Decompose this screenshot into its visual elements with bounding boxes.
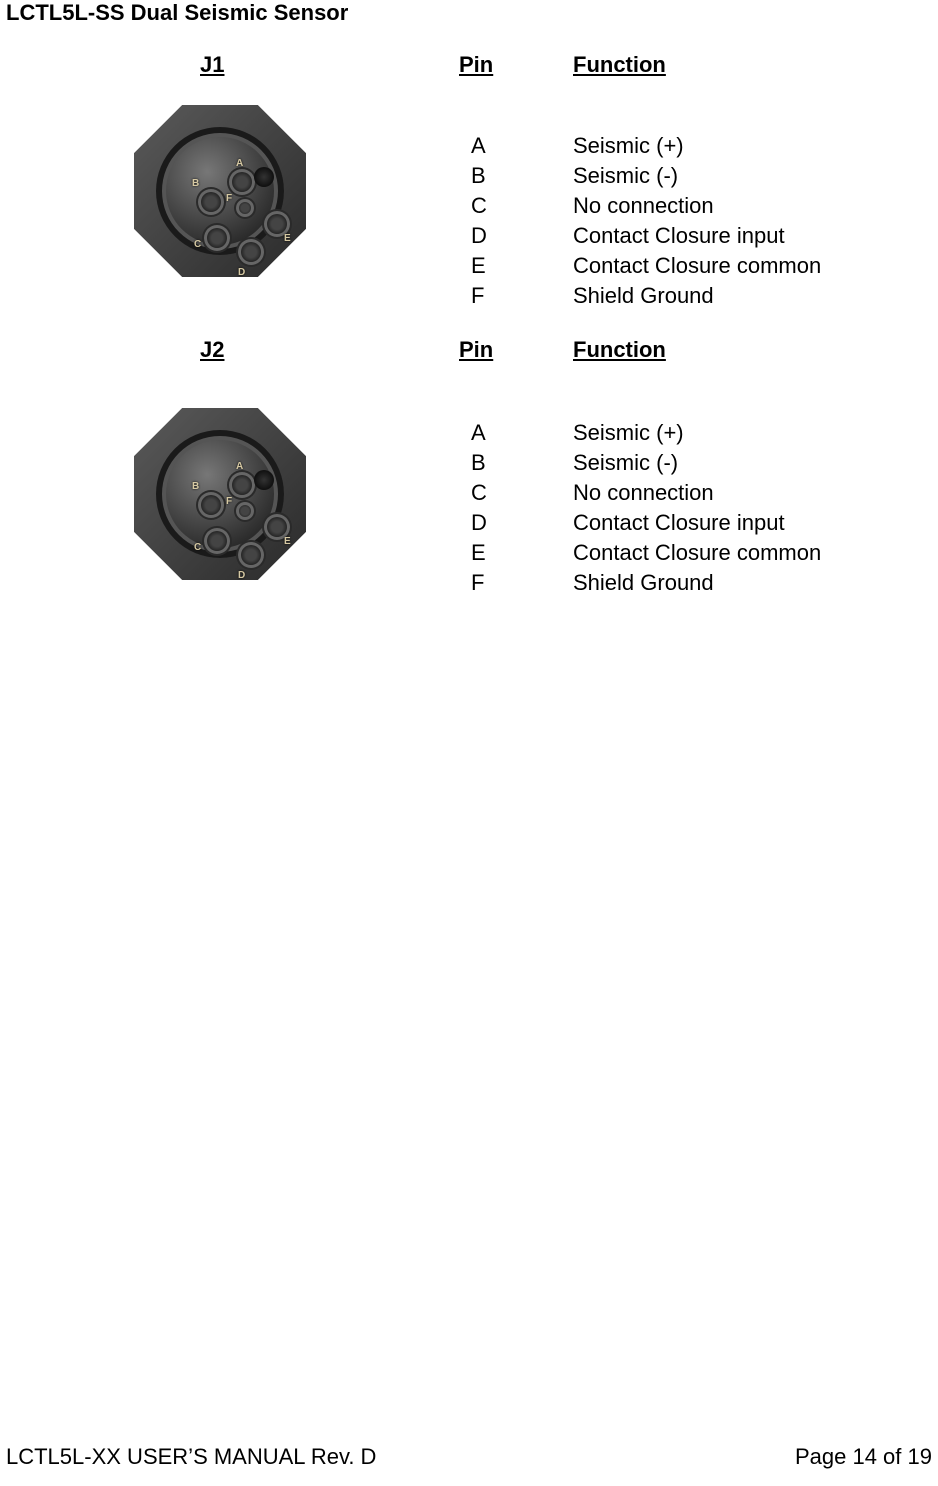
pin-label-c-icon: C [194,542,201,553]
page-title: LCTL5L-SS Dual Seismic Sensor [6,0,348,26]
pin-cell: A [471,418,487,448]
pin-label-d-icon: D [238,570,245,581]
pin-cell: B [471,161,487,191]
function-cell: Shield Ground [573,281,821,311]
function-cell: Seismic (+) [573,131,821,161]
function-cell: Contact Closure input [573,508,821,538]
pin-label-c-icon: C [194,239,201,250]
connector-octagon-icon: A B C D E F [134,408,306,580]
pin-cell: B [471,448,487,478]
socket-d-icon [238,239,264,265]
socket-f-icon [236,199,254,217]
function-cell: Contact Closure common [573,251,821,281]
column-header-function-j1: Function [573,52,666,78]
pin-label-f-icon: F [226,496,232,507]
socket-f-icon [236,502,254,520]
pin-column-j1: A B C D E F [471,131,487,311]
connector-octagon-icon: A B C D E F [134,105,306,277]
socket-a-icon [229,472,255,498]
connector-j2-image: A B C D E F [134,408,306,580]
connector-j1-label: J1 [200,52,224,78]
key-icon [254,470,274,490]
pin-cell: C [471,191,487,221]
function-cell: No connection [573,478,821,508]
function-cell: Contact Closure common [573,538,821,568]
connector-ring-icon: A B C D E F [156,430,284,558]
pin-column-j2: A B C D E F [471,418,487,598]
socket-b-icon [198,492,224,518]
function-column-j2: Seismic (+) Seismic (-) No connection Co… [573,418,821,598]
socket-d-icon [238,542,264,568]
socket-b-icon [198,189,224,215]
function-cell: Contact Closure input [573,221,821,251]
column-header-function-j2: Function [573,337,666,363]
function-cell: Seismic (-) [573,448,821,478]
pin-label-d-icon: D [238,267,245,278]
column-header-pin-j1: Pin [459,52,493,78]
pin-cell: D [471,221,487,251]
function-column-j1: Seismic (+) Seismic (-) No connection Co… [573,131,821,311]
function-cell: Seismic (-) [573,161,821,191]
pin-cell: F [471,568,487,598]
pin-label-a-icon: A [236,158,243,169]
connector-j1-image: A B C D E F [134,105,306,277]
key-icon [254,167,274,187]
pin-cell: A [471,131,487,161]
pin-label-e-icon: E [284,536,291,547]
function-cell: No connection [573,191,821,221]
pin-label-b-icon: B [192,178,199,189]
footer-page-number: Page 14 of 19 [795,1444,932,1470]
pin-label-f-icon: F [226,193,232,204]
pin-cell: C [471,478,487,508]
pin-cell: D [471,508,487,538]
pin-cell: E [471,538,487,568]
connector-j2-label: J2 [200,337,224,363]
socket-c-icon [204,225,230,251]
function-cell: Seismic (+) [573,418,821,448]
socket-a-icon [229,169,255,195]
page: LCTL5L-SS Dual Seismic Sensor J1 Pin Fun… [0,0,938,1486]
footer-manual-rev: LCTL5L-XX USER’S MANUAL Rev. D [6,1444,376,1470]
pin-label-b-icon: B [192,481,199,492]
pin-label-a-icon: A [236,461,243,472]
pin-cell: E [471,251,487,281]
pin-cell: F [471,281,487,311]
connector-ring-icon: A B C D E F [156,127,284,255]
pin-label-e-icon: E [284,233,291,244]
column-header-pin-j2: Pin [459,337,493,363]
function-cell: Shield Ground [573,568,821,598]
socket-c-icon [204,528,230,554]
